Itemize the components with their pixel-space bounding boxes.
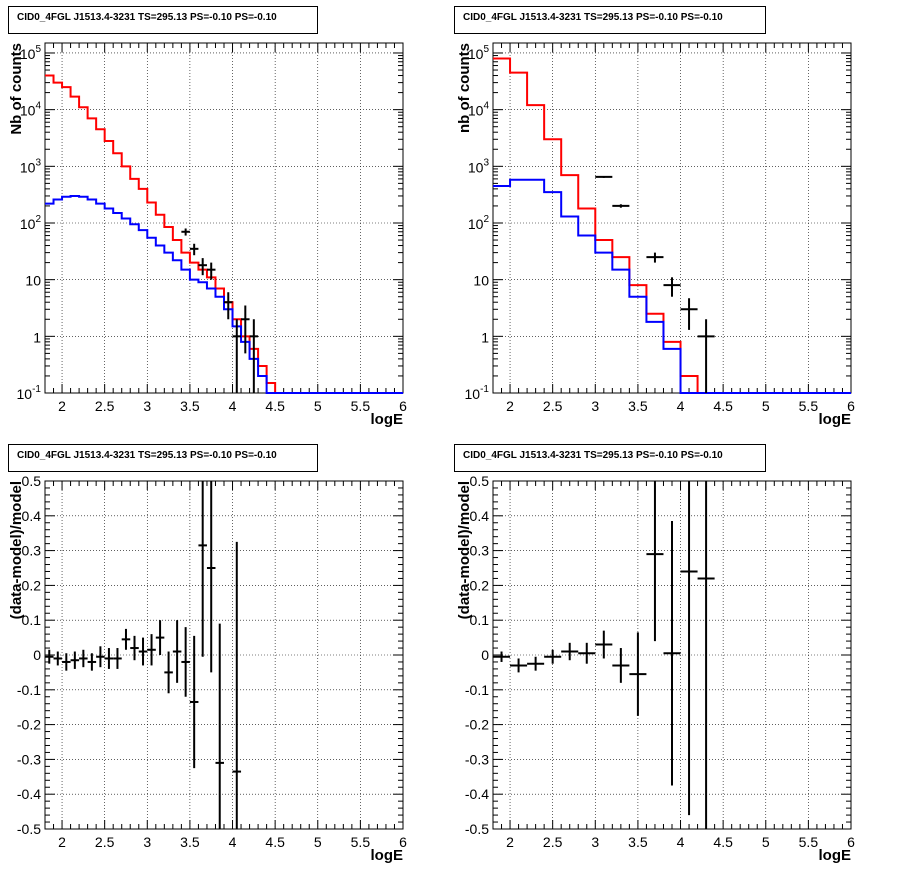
y-tick-label: -0.2 bbox=[17, 717, 41, 733]
y-tick-label: -0.5 bbox=[465, 821, 489, 837]
y-tick-label: -0.3 bbox=[465, 751, 489, 767]
x-tick-label: 2 bbox=[506, 398, 514, 414]
x-tick-label: 5 bbox=[762, 398, 770, 414]
x-tick-label: 5.5 bbox=[799, 398, 819, 414]
y-tick-label: 0.2 bbox=[470, 577, 490, 593]
y-tick-label: -0.4 bbox=[17, 786, 41, 802]
y-axis-label: Nb of counts bbox=[8, 43, 25, 135]
y-tick-label: 103 bbox=[20, 157, 42, 175]
x-tick-label: 5 bbox=[314, 834, 322, 850]
x-tick-label: 6 bbox=[399, 834, 407, 850]
panel-title: CID0_4FGL J1513.4-3231 TS=295.13 PS=-0.1… bbox=[454, 444, 766, 472]
y-tick-label: -0.1 bbox=[465, 682, 489, 698]
x-tick-label: 2.5 bbox=[543, 834, 563, 850]
y-tick-label: 0.4 bbox=[470, 508, 490, 524]
x-tick-label: 3 bbox=[591, 834, 599, 850]
y-tick-label: 0.5 bbox=[470, 473, 490, 489]
x-tick-label: 4 bbox=[677, 834, 685, 850]
y-tick-label: 0 bbox=[33, 647, 41, 663]
x-tick-label: 3.5 bbox=[180, 398, 200, 414]
x-tick-label: 3.5 bbox=[628, 834, 648, 850]
plot-frame bbox=[44, 42, 404, 394]
chart-panel-1: 2 2.5 3 3.5 4 4.5 5 5.5 6logE10-1110102103104105… bbox=[8, 42, 407, 428]
x-tick-label: 6 bbox=[847, 834, 855, 850]
y-tick-label: 10 bbox=[473, 273, 489, 289]
y-tick-label: 103 bbox=[468, 157, 490, 175]
y-axis-label: (data-model)/model bbox=[8, 481, 25, 619]
histogram-series bbox=[45, 194, 403, 394]
x-tick-label: 6 bbox=[847, 398, 855, 414]
histogram-series bbox=[493, 178, 851, 394]
x-tick-label: 5 bbox=[762, 834, 770, 850]
x-tick-label: 4.5 bbox=[265, 834, 285, 850]
y-tick-label: 10 bbox=[25, 273, 41, 289]
y-tick-label: 0.1 bbox=[470, 612, 490, 628]
x-tick-label: 5.5 bbox=[799, 834, 819, 850]
x-tick-label: 2 bbox=[58, 834, 66, 850]
histogram-series bbox=[493, 57, 851, 394]
histogram-series bbox=[45, 74, 403, 394]
y-tick-label: -0.1 bbox=[17, 682, 41, 698]
chart-panel-2: 2 2.5 3 3.5 4 4.5 5 5.5 6logE10-1110102103104105… bbox=[456, 42, 855, 428]
x-tick-label: 5.5 bbox=[351, 834, 371, 850]
plot-frame bbox=[44, 480, 404, 830]
x-tick-label: 4 bbox=[229, 398, 237, 414]
y-tick-label: 102 bbox=[468, 214, 490, 232]
x-tick-label: 2.5 bbox=[543, 398, 563, 414]
y-tick-label: 0.1 bbox=[22, 612, 42, 628]
x-tick-label: 2.5 bbox=[95, 398, 115, 414]
y-tick-label: 102 bbox=[20, 214, 42, 232]
y-tick-label: -0.4 bbox=[465, 786, 489, 802]
x-axis-label: logE bbox=[371, 411, 404, 428]
x-tick-label: 2 bbox=[58, 398, 66, 414]
y-tick-label: 0.5 bbox=[22, 473, 42, 489]
y-tick-label: -0.2 bbox=[465, 717, 489, 733]
y-tick-label: 1 bbox=[33, 329, 41, 345]
panel-title: CID0_4FGL J1513.4-3231 TS=295.13 PS=-0.1… bbox=[8, 6, 318, 34]
x-tick-label: 3 bbox=[143, 398, 151, 414]
y-tick-label: 0.3 bbox=[22, 543, 42, 559]
y-tick-label: 10-1 bbox=[17, 384, 42, 402]
x-tick-label: 3.5 bbox=[180, 834, 200, 850]
x-tick-label: 4.5 bbox=[713, 834, 733, 850]
x-tick-label: 5 bbox=[314, 398, 322, 414]
panel-title: CID0_4FGL J1513.4-3231 TS=295.13 PS=-0.1… bbox=[8, 444, 318, 472]
x-tick-label: 6 bbox=[399, 398, 407, 414]
panel-title: CID0_4FGL J1513.4-3231 TS=295.13 PS=-0.1… bbox=[454, 6, 766, 34]
y-tick-label: -0.3 bbox=[17, 751, 41, 767]
y-tick-label: -0.5 bbox=[17, 821, 41, 837]
y-tick-label: 1 bbox=[481, 329, 489, 345]
y-tick-label: 0.4 bbox=[22, 508, 42, 524]
y-axis-label: (data-model)/model bbox=[456, 481, 473, 619]
x-tick-label: 2.5 bbox=[95, 834, 115, 850]
y-tick-label: 10-1 bbox=[465, 384, 490, 402]
x-tick-label: 4 bbox=[229, 834, 237, 850]
x-tick-label: 5.5 bbox=[351, 398, 371, 414]
x-tick-label: 3.5 bbox=[628, 398, 648, 414]
x-tick-label: 2 bbox=[506, 834, 514, 850]
y-axis-label: nb of counts bbox=[456, 43, 473, 133]
x-axis-label: logE bbox=[819, 411, 852, 428]
x-tick-label: 4.5 bbox=[265, 398, 285, 414]
plot-frame bbox=[492, 42, 852, 394]
y-tick-label: 0 bbox=[481, 647, 489, 663]
x-tick-label: 4 bbox=[677, 398, 685, 414]
y-tick-label: 0.2 bbox=[22, 577, 42, 593]
x-tick-label: 3 bbox=[591, 398, 599, 414]
x-tick-label: 4.5 bbox=[713, 398, 733, 414]
y-tick-label: 0.3 bbox=[470, 543, 490, 559]
x-axis-label: logE bbox=[371, 847, 404, 864]
x-axis-label: logE bbox=[819, 847, 852, 864]
x-tick-label: 3 bbox=[143, 834, 151, 850]
